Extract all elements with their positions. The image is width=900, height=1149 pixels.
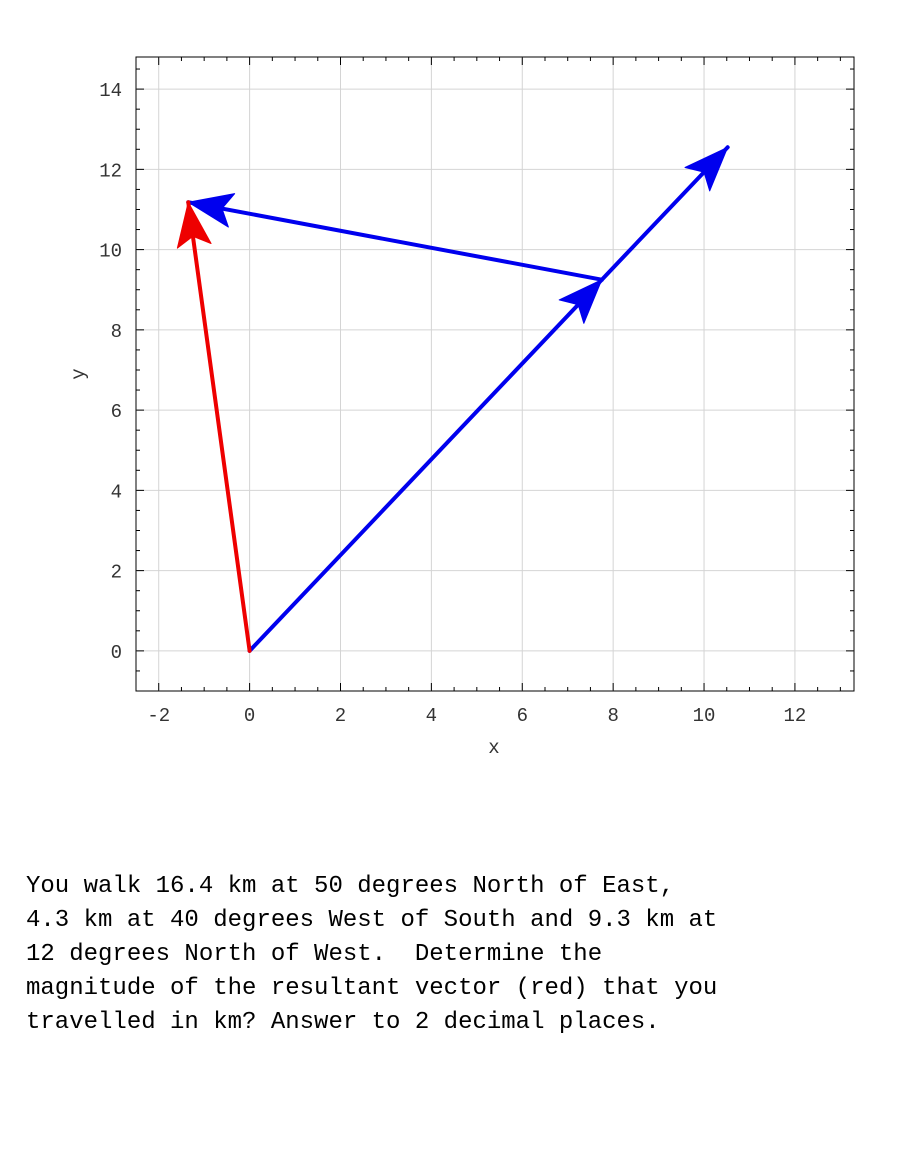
y-tick-label: 6: [111, 401, 122, 423]
x-tick-labels: -2 0 2 4 6 8 10 12: [147, 705, 806, 727]
y-axis-label: y: [68, 368, 90, 379]
vector-line: [247, 277, 604, 653]
y-tick-label: 14: [99, 80, 122, 102]
x-tick-label: 12: [784, 705, 807, 727]
question-line: You walk 16.4 km at 50 degrees North of …: [26, 873, 675, 900]
plot-frame: [135, 56, 855, 692]
vector-arrowhead: [187, 193, 236, 228]
vector-arrowhead: [558, 279, 603, 324]
y-tick-label: 2: [111, 562, 122, 584]
vector-arrowhead: [176, 201, 212, 249]
question-text: You walk 16.4 km at 50 degrees North of …: [26, 870, 886, 1040]
x-tick-label: 4: [426, 705, 437, 727]
question-line: magnitude of the resultant vector (red) …: [26, 975, 718, 1002]
y-tick-label: 0: [111, 642, 122, 664]
vector-arrowhead: [684, 146, 729, 192]
x-tick-label: 2: [335, 705, 346, 727]
y-tick-label: 4: [111, 481, 122, 503]
y-tick-label: 12: [99, 160, 122, 182]
minor-ticks: [135, 57, 854, 692]
x-tick-label: 10: [693, 705, 716, 727]
question-line: travelled in km? Answer to 2 decimal pla…: [26, 1009, 660, 1036]
x-tick-label: -2: [147, 705, 170, 727]
y-tick-labels: 0 2 4 6 8 10 12 14: [99, 80, 122, 664]
x-tick-label: 0: [244, 705, 255, 727]
question-line: 4.3 km at 40 degrees West of South and 9…: [26, 907, 718, 934]
question-line: 12 degrees North of West. Determine the: [26, 941, 603, 968]
vectors: [176, 145, 730, 653]
grid-lines: [136, 57, 854, 691]
x-axis-label: x: [488, 737, 499, 759]
y-tick-label: 10: [99, 241, 122, 263]
vector-line: [186, 200, 252, 653]
x-tick-label: 6: [517, 705, 528, 727]
x-tick-label: 8: [607, 705, 618, 727]
vector-line: [186, 200, 604, 282]
vector-chart: -2 0 2 4 6 8 10 12 0 2 4 6 8 10 12 14 x y: [68, 56, 855, 759]
y-tick-label: 8: [111, 321, 122, 343]
